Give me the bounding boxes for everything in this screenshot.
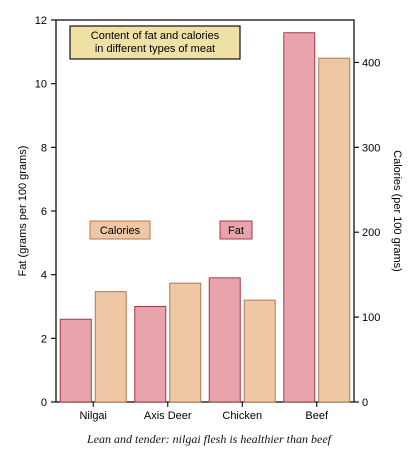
x-axis-tick-label: Axis Deer xyxy=(144,410,192,422)
figure-caption: Lean and tender: nilgai flesh is healthi… xyxy=(87,432,331,446)
bar-fat-nilgai xyxy=(59,318,92,403)
bar-calories-nilgai xyxy=(94,291,127,403)
legend-calories-label: Calories xyxy=(100,225,141,237)
x-axis-tick-label: Beef xyxy=(305,410,329,422)
legend-fat-label: Fat xyxy=(228,225,244,237)
bar-calories-beef xyxy=(318,57,351,403)
bar-calories-axis-deer xyxy=(169,282,202,403)
right-axis-tick-label: 100 xyxy=(362,312,380,324)
right-axis-tick-label: 300 xyxy=(362,142,380,154)
chart-title: Content of fat and calories in different … xyxy=(91,30,220,55)
bar-calories-chicken xyxy=(243,299,276,403)
chart-title-box xyxy=(69,25,241,60)
legend-calories-swatch xyxy=(89,220,151,240)
chart-title-line-1: Content of fat and calories xyxy=(91,30,220,42)
left-axis-tick-label: 0 xyxy=(41,397,47,409)
left-axis-tick-label: 12 xyxy=(35,15,47,27)
left-axis-tick-label: 6 xyxy=(41,206,47,218)
x-axis-tick-label: Chicken xyxy=(222,410,262,422)
bar-fat-axis-deer xyxy=(134,306,167,403)
right-axis-tick-label: 200 xyxy=(362,227,380,239)
left-axis-title: Fat (grams per 100 grams) xyxy=(17,146,29,277)
left-axis-tick-label: 4 xyxy=(41,270,47,282)
left-axis-tick-label: 2 xyxy=(41,333,47,345)
left-axis-tick-label: 8 xyxy=(41,142,47,154)
bar-fat-chicken xyxy=(208,277,241,403)
chart: 0 2 4 6 8 10 12 0 100 200 300 400 Fat (grams per 100… xyxy=(17,15,403,422)
legend-fat-swatch xyxy=(219,220,253,240)
left-axis-tick-label: 10 xyxy=(35,79,47,91)
right-axis-tick-label: 0 xyxy=(362,397,368,409)
right-axis-tick-label: 400 xyxy=(362,57,380,69)
right-axis-title: Calories (per 100 grams) xyxy=(391,150,403,272)
chart-title-line-2: in different types of meat xyxy=(95,43,215,55)
bar-fat-beef xyxy=(283,32,316,403)
x-axis-tick-label: Nilgai xyxy=(79,410,107,422)
